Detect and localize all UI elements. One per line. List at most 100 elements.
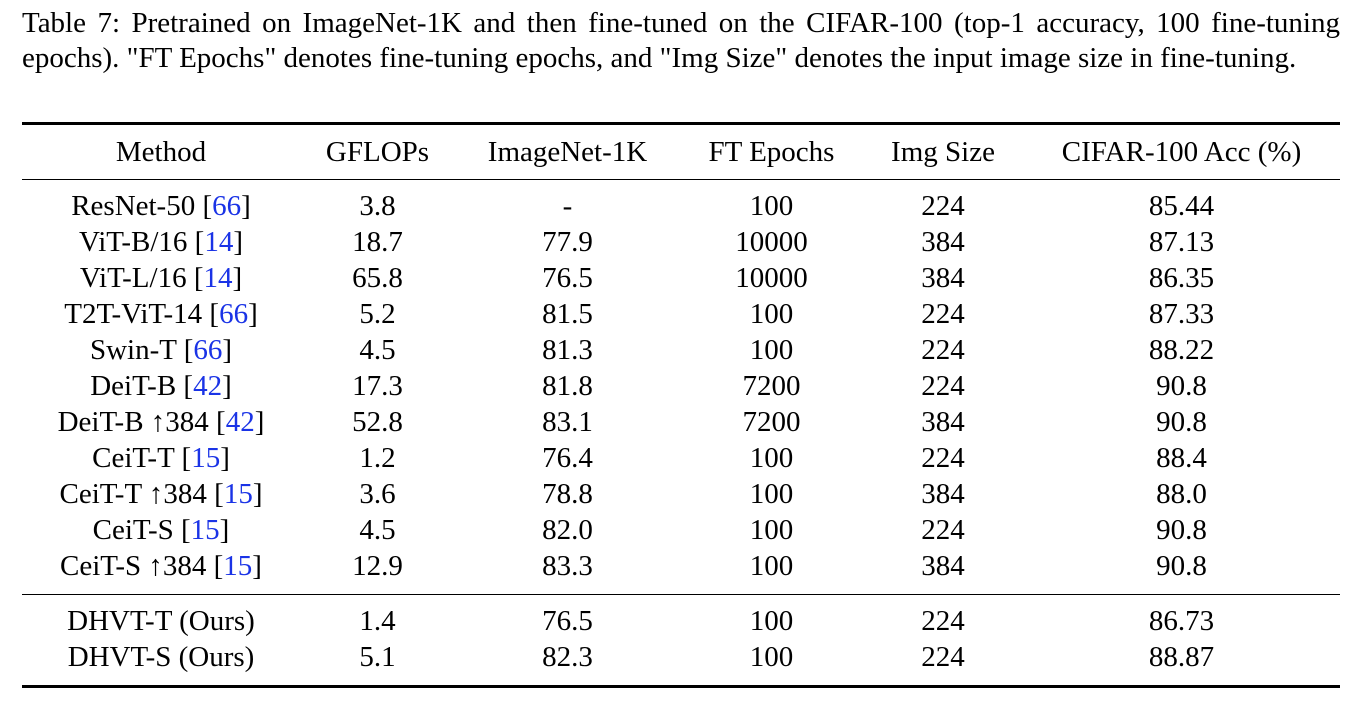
column-header-gflops: GFLOPs xyxy=(325,135,430,168)
cifar-acc-cell: 88.22 xyxy=(1148,334,1215,366)
method-name: CeiT-T ↑384 xyxy=(59,478,207,510)
method-name: CeiT-T xyxy=(92,442,175,474)
gflops-cell: 5.2 xyxy=(359,298,396,330)
method-name: CeiT-S xyxy=(92,514,174,546)
imagenet-cell: 78.8 xyxy=(542,478,593,510)
table-row: DHVT-T (Ours) 1.4 76.5 100 224 86.73 xyxy=(22,595,1340,640)
img-size-cell: 384 xyxy=(921,406,965,438)
img-size-cell: 384 xyxy=(921,478,965,510)
method-name: Swin-T xyxy=(89,334,177,366)
table-row: DHVT-S (Ours) 5.1 82.3 100 224 88.87 xyxy=(22,639,1340,687)
gflops-cell: 4.5 xyxy=(359,334,396,366)
method-name: DHVT-S (Ours) xyxy=(67,641,255,673)
ft-epochs-cell: 7200 xyxy=(742,406,801,438)
table-row: DeiT-B ↑384 [42] 52.8 83.1 7200 384 90.8 xyxy=(22,404,1340,440)
ft-epochs-cell: 100 xyxy=(749,442,794,474)
citation-link[interactable]: 42 xyxy=(193,370,223,402)
imagenet-cell: 76.4 xyxy=(542,442,593,474)
ft-epochs-cell: 100 xyxy=(749,334,794,366)
table-header: Method GFLOPs ImageNet-1K FT Epochs Img … xyxy=(22,124,1340,180)
gflops-cell: 4.5 xyxy=(359,514,396,546)
table-row: CeiT-S [15] 4.5 82.0 100 224 90.8 xyxy=(22,512,1340,548)
gflops-cell: 65.8 xyxy=(352,262,403,294)
cifar-acc-cell: 88.87 xyxy=(1148,641,1215,673)
citation-link[interactable]: 15 xyxy=(191,442,221,474)
column-header-ft-epochs: FT Epochs xyxy=(708,135,835,168)
ft-epochs-cell: 100 xyxy=(749,478,794,510)
method-cell: DHVT-T (Ours) xyxy=(22,595,300,640)
gflops-cell: 18.7 xyxy=(352,226,403,258)
img-size-cell: 384 xyxy=(921,550,965,582)
method-name: DeiT-B ↑384 xyxy=(57,406,209,438)
table-row: CeiT-T ↑384 [15] 3.6 78.8 100 384 88.0 xyxy=(22,476,1340,512)
imagenet-cell: 76.5 xyxy=(542,262,593,294)
table-row: DeiT-B [42] 17.3 81.8 7200 224 90.8 xyxy=(22,368,1340,404)
table-row: ResNet-50 [66] 3.8 - 100 224 85.44 xyxy=(22,180,1340,225)
imagenet-cell: 83.3 xyxy=(542,550,593,582)
method-name: ViT-L/16 xyxy=(79,262,187,294)
imagenet-cell: 83.1 xyxy=(542,406,593,438)
results-table: Method GFLOPs ImageNet-1K FT Epochs Img … xyxy=(22,122,1340,688)
table-row: CeiT-T [15] 1.2 76.4 100 224 88.4 xyxy=(22,440,1340,476)
column-header-img-size: Img Size xyxy=(891,135,995,168)
ours-rows: DHVT-T (Ours) 1.4 76.5 100 224 86.73 DHVT-S (O… xyxy=(22,594,1340,687)
column-header-method: Method xyxy=(115,135,207,168)
ft-epochs-cell: 10000 xyxy=(735,262,808,294)
method-name: CeiT-S ↑384 xyxy=(60,550,207,582)
cifar-acc-cell: 85.44 xyxy=(1148,190,1215,222)
gflops-cell: 1.4 xyxy=(359,605,396,637)
img-size-cell: 224 xyxy=(921,514,965,546)
cifar-acc-cell: 86.35 xyxy=(1148,262,1215,294)
gflops-cell: 52.8 xyxy=(352,406,403,438)
citation-link[interactable]: 66 xyxy=(219,298,249,330)
gflops-cell: 1.2 xyxy=(359,442,396,474)
gflops-cell: 3.8 xyxy=(359,190,396,222)
method-cell: CeiT-T [15] xyxy=(92,442,230,474)
ft-epochs-cell: 10000 xyxy=(735,226,808,258)
method-cell: DeiT-B [42] xyxy=(90,370,232,402)
img-size-cell: 224 xyxy=(921,190,965,222)
imagenet-cell: 81.5 xyxy=(542,298,593,330)
gflops-cell: 3.6 xyxy=(359,478,396,510)
table-row: ViT-L/16 [14] 65.8 76.5 10000 384 86.35 xyxy=(22,260,1340,296)
column-header-imagenet: ImageNet-1K xyxy=(487,135,648,168)
method-name: DeiT-B xyxy=(90,370,177,402)
gflops-cell: 12.9 xyxy=(352,550,403,582)
img-size-cell: 224 xyxy=(921,605,965,637)
img-size-cell: 224 xyxy=(921,442,965,474)
imagenet-cell: 77.9 xyxy=(542,226,593,258)
method-cell: Swin-T [66] xyxy=(89,334,233,366)
method-cell: DHVT-S (Ours) xyxy=(22,639,300,687)
img-size-cell: 384 xyxy=(921,226,965,258)
citation-link[interactable]: 15 xyxy=(223,550,253,582)
table-row: Swin-T [66] 4.5 81.3 100 224 88.22 xyxy=(22,332,1340,368)
table-row: ViT-B/16 [14] 18.7 77.9 10000 384 87.13 xyxy=(22,224,1340,260)
citation-link[interactable]: 15 xyxy=(190,514,220,546)
imagenet-cell: 81.3 xyxy=(542,334,593,366)
table-row: T2T-ViT-14 [66] 5.2 81.5 100 224 87.33 xyxy=(22,296,1340,332)
citation-link[interactable]: 15 xyxy=(223,478,253,510)
cifar-acc-cell: 90.8 xyxy=(1156,550,1207,582)
ft-epochs-cell: 100 xyxy=(749,605,794,637)
citation-link[interactable]: 66 xyxy=(193,334,223,366)
img-size-cell: 224 xyxy=(921,334,965,366)
citation-link[interactable]: 66 xyxy=(212,190,242,222)
method-name: DHVT-T (Ours) xyxy=(67,605,255,637)
cifar-acc-cell: 87.33 xyxy=(1148,298,1215,330)
method-name: ViT-B/16 xyxy=(79,226,188,258)
ft-epochs-cell: 100 xyxy=(749,641,794,673)
baseline-rows: ResNet-50 [66] 3.8-100 224 85.44 ViT-B/16 [1… xyxy=(22,180,1340,595)
method-cell: ViT-L/16 [14] xyxy=(79,262,243,294)
cifar-acc-cell: 90.8 xyxy=(1156,514,1207,546)
method-cell: CeiT-S [15] xyxy=(92,514,230,546)
img-size-cell: 224 xyxy=(921,298,965,330)
method-cell: T2T-ViT-14 [66] xyxy=(64,298,258,330)
gflops-cell: 17.3 xyxy=(352,370,403,402)
ft-epochs-cell: 100 xyxy=(749,550,794,582)
citation-link[interactable]: 14 xyxy=(204,226,234,258)
method-name: T2T-ViT-14 xyxy=(64,298,203,330)
imagenet-cell: 76.5 xyxy=(542,605,593,637)
citation-link[interactable]: 42 xyxy=(225,406,255,438)
citation-link[interactable]: 14 xyxy=(203,262,233,294)
